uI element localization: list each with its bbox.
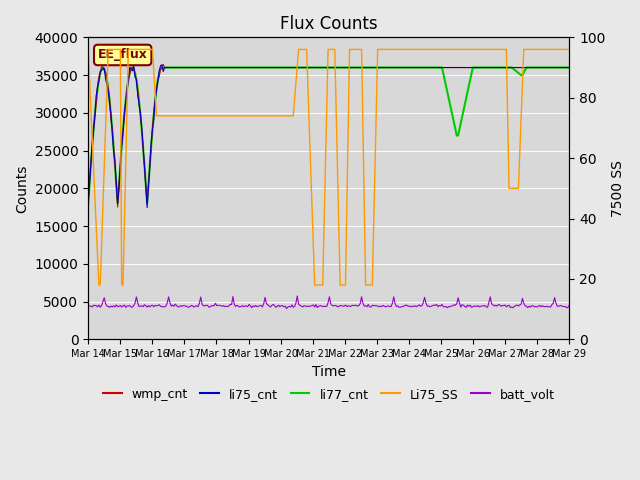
Title: Flux Counts: Flux Counts: [280, 15, 378, 33]
Legend: wmp_cnt, li75_cnt, li77_cnt, Li75_SS, batt_volt: wmp_cnt, li75_cnt, li77_cnt, Li75_SS, ba…: [98, 383, 559, 406]
Y-axis label: 7500 SS: 7500 SS: [611, 160, 625, 217]
Text: EE_flux: EE_flux: [98, 48, 148, 61]
Y-axis label: Counts: Counts: [15, 164, 29, 213]
X-axis label: Time: Time: [312, 365, 346, 379]
